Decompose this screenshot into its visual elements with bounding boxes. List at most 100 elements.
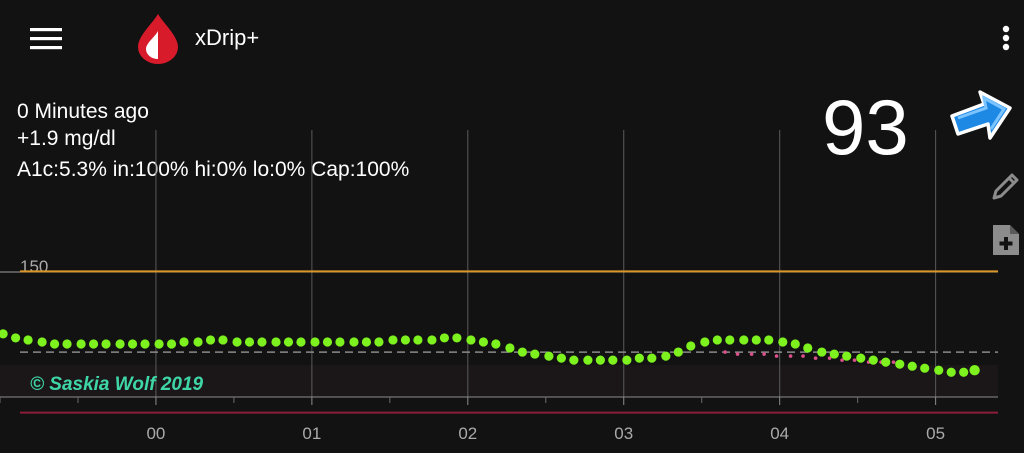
glucose-reading-point xyxy=(959,367,969,377)
prediction-point xyxy=(735,352,740,356)
glucose-reading-point xyxy=(842,351,852,361)
glucose-reading-point xyxy=(634,353,644,363)
glucose-reading-point xyxy=(969,365,980,376)
glucose-reading-point xyxy=(739,335,749,345)
glucose-reading-point xyxy=(388,335,398,345)
glucose-reading-point xyxy=(439,333,450,343)
glucose-reading-point xyxy=(608,355,618,365)
glucose-reading-point xyxy=(244,337,255,347)
glucose-reading-point xyxy=(556,353,566,363)
glucose-reading-point xyxy=(686,341,696,351)
glucose-reading-point xyxy=(76,339,86,349)
glucose-reading-point xyxy=(37,337,47,347)
glucose-reading-point xyxy=(452,333,462,343)
glucose-reading-point xyxy=(374,337,384,347)
glucose-reading-point xyxy=(790,339,800,349)
glucose-reading-point xyxy=(10,333,21,343)
glucose-reading-point xyxy=(946,367,956,377)
glucose-reading-point xyxy=(232,337,242,347)
glucose-reading-point xyxy=(817,347,827,357)
glucose-reading-point xyxy=(23,335,33,345)
glucose-reading-point xyxy=(140,339,150,349)
glucose-reading-point xyxy=(895,359,905,369)
glucose-reading-point xyxy=(361,337,372,347)
prediction-point xyxy=(774,354,779,358)
glucose-reading-point xyxy=(127,339,138,349)
glucose-chart: 150 00 01 02 03 04 05 xyxy=(0,130,998,443)
x-tick-label: 04 xyxy=(770,424,789,443)
glucose-reading-point xyxy=(517,347,527,357)
glucose-reading-point xyxy=(478,337,489,347)
glucose-reading-point xyxy=(400,335,411,345)
glucose-reading-point xyxy=(803,343,813,353)
glucose-reading-point xyxy=(934,365,944,375)
glucose-reading-point xyxy=(466,335,476,345)
glucose-reading-point xyxy=(101,339,111,349)
glucose-reading-point xyxy=(349,337,359,347)
glucose-reading-point xyxy=(335,337,345,347)
pencil-icon[interactable] xyxy=(988,168,1024,204)
glucose-reading-point xyxy=(907,361,917,371)
glucose-reading-point xyxy=(179,337,189,347)
glucose-reading-point xyxy=(115,339,125,349)
glucose-reading-point xyxy=(49,339,60,349)
glucose-reading-point xyxy=(868,355,878,365)
x-tick-label: 00 xyxy=(146,424,165,443)
glucose-reading-point xyxy=(530,349,540,359)
blood-drop-logo xyxy=(138,14,178,64)
glucose-reading-point xyxy=(296,337,306,347)
glucose-reading-point xyxy=(856,353,866,363)
glucose-reading-point xyxy=(673,347,683,357)
glucose-reading-point xyxy=(569,355,579,365)
prediction-point xyxy=(891,360,896,364)
glucose-reading-point xyxy=(62,339,72,349)
glucose-reading-point xyxy=(622,355,632,365)
glucose-reading-point xyxy=(322,337,333,347)
statistics-line: A1c:5.3% in:100% hi:0% lo:0% Cap:100% xyxy=(17,158,410,181)
prediction-point xyxy=(749,352,754,356)
prediction-point xyxy=(788,354,793,358)
app-toolbar: xDrip+ xyxy=(0,0,1024,78)
glucose-reading-point xyxy=(751,335,761,345)
glucose-reading-point xyxy=(218,335,228,345)
glucose-reading-point xyxy=(166,339,177,349)
x-tick-label: 01 xyxy=(302,424,321,443)
glucose-reading-point xyxy=(271,337,281,347)
watermark: © Saskia Wolf 2019 xyxy=(30,374,204,395)
glucose-reading-point xyxy=(505,343,515,353)
glucose-reading-point xyxy=(661,351,671,361)
glucose-reading-point xyxy=(0,329,8,339)
glucose-reading-point xyxy=(920,363,930,373)
x-tick-label: 03 xyxy=(614,424,633,443)
glucose-reading-point xyxy=(88,339,99,349)
glucose-reading-point xyxy=(595,355,605,365)
prediction-point xyxy=(840,358,844,362)
glucose-reading-point xyxy=(193,337,203,347)
glucose-reading-point xyxy=(205,335,216,345)
y-tick-label: 150 xyxy=(20,257,48,276)
x-tick-label: 02 xyxy=(458,424,477,443)
more-vertical-icon[interactable] xyxy=(994,20,1018,56)
prediction-point xyxy=(723,350,727,354)
glucose-reading-point xyxy=(427,335,437,345)
glucose-reading-point xyxy=(257,337,267,347)
glucose-reading-point xyxy=(283,337,294,347)
glucose-reading-point xyxy=(881,357,891,367)
glucose-reading-point xyxy=(310,337,320,347)
prediction-point xyxy=(762,352,766,356)
app-title: xDrip+ xyxy=(195,25,260,50)
hamburger-menu-icon[interactable] xyxy=(22,22,68,56)
glucose-reading-point xyxy=(700,337,710,347)
low-zone-shading xyxy=(0,365,998,397)
note-add-icon[interactable] xyxy=(988,222,1024,258)
arrow-up-right-icon xyxy=(950,90,1012,140)
glucose-reading-point xyxy=(413,335,423,345)
prediction-point xyxy=(827,356,832,360)
delta-value: +1.9 mg/dl xyxy=(17,127,116,150)
prediction-point xyxy=(852,358,857,362)
glucose-reading-point xyxy=(778,337,788,347)
prediction-point xyxy=(801,354,805,358)
last-reading-time: 0 Minutes ago xyxy=(17,100,149,123)
current-bg-value: 93 xyxy=(822,83,909,171)
prediction-point xyxy=(813,356,818,360)
